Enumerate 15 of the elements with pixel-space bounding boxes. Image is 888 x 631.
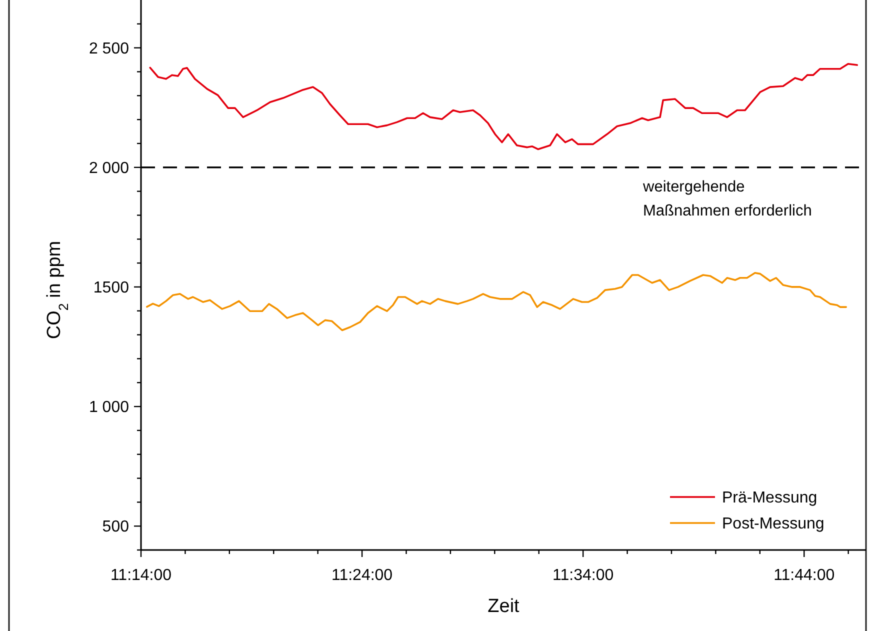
x-tick-label: 11:14:00 (110, 567, 172, 584)
x-tick-label: 11:24:00 (331, 567, 393, 584)
y-tick-label: 500 (102, 518, 130, 536)
ref-line-label: weitergehende Maßnahmen erforderlich (642, 178, 812, 220)
line-series (146, 272, 848, 332)
x-axis-title: Zeit (488, 596, 520, 617)
y-tick-label: 1 000 (88, 399, 130, 416)
y-tick-label: 2 000 (88, 160, 130, 177)
x-tick-label: 11:34:00 (552, 567, 614, 584)
legend-label: Prä-Messung (722, 490, 818, 507)
line-series (149, 62, 858, 150)
x-tick-label: 11:44:00 (774, 567, 835, 584)
y-tick-label: 2 500 (88, 40, 130, 58)
legend-label: Post-Messung (722, 516, 824, 533)
y-tick-label: 1500 (93, 280, 130, 297)
